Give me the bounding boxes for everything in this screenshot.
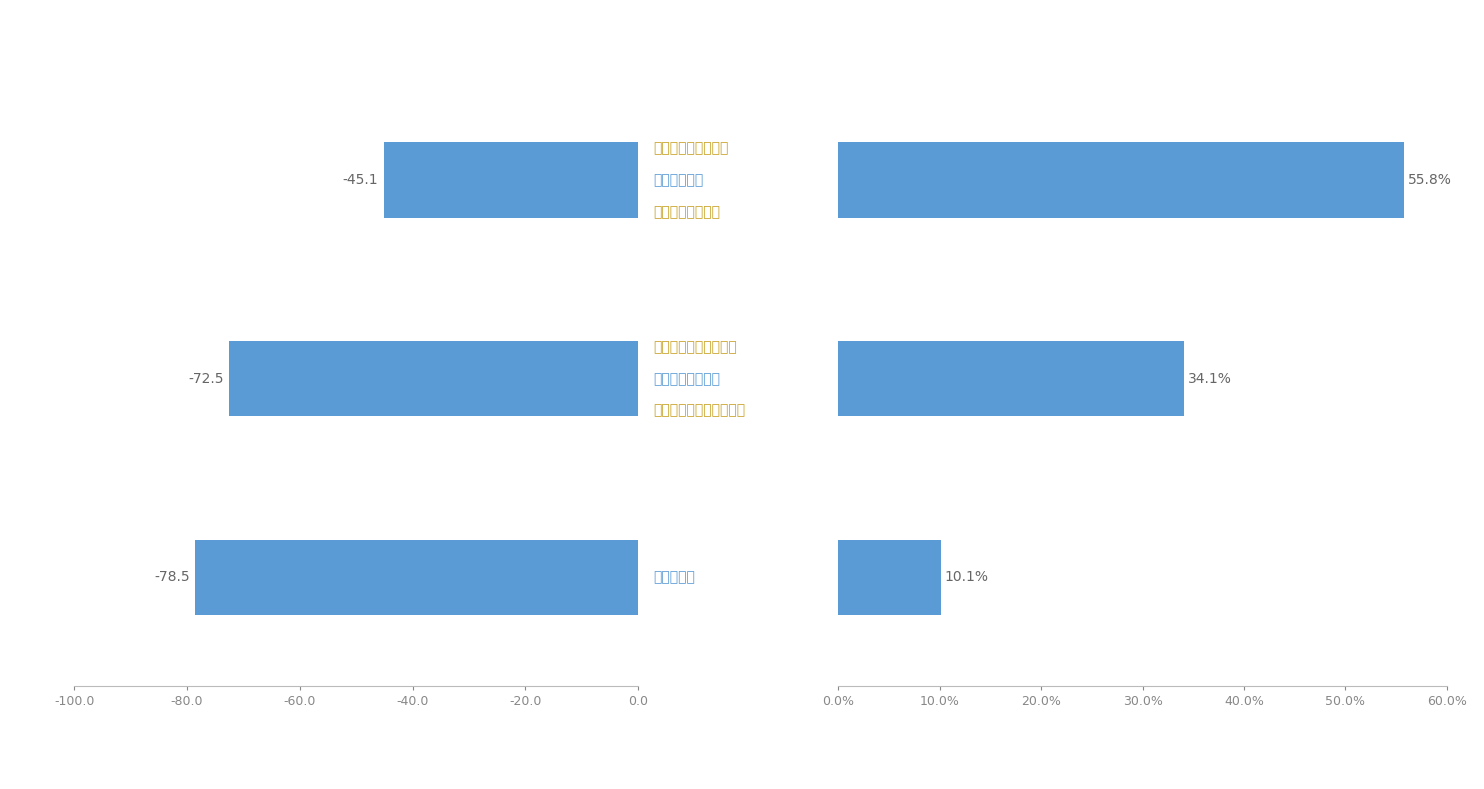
Text: 「そう思わない」: 「そう思わない」 (653, 372, 720, 386)
Bar (838, 341, 1184, 417)
Text: 55.8%: 55.8% (1408, 174, 1453, 187)
Text: 「全くそう思わない」: 「全くそう思わない」 (653, 340, 736, 354)
Text: 34.1%: 34.1% (1189, 372, 1232, 386)
Text: 「そう思う」: 「そう思う」 (653, 174, 703, 187)
Bar (196, 540, 638, 615)
Text: -45.1: -45.1 (343, 174, 378, 187)
Text: 10.1%: 10.1% (945, 570, 988, 584)
Bar (384, 143, 638, 218)
Text: 「あまりそう思わない」: 「あまりそう思わない」 (653, 403, 745, 417)
Text: 「非常にそう思う」: 「非常にそう思う」 (653, 141, 729, 155)
Text: -78.5: -78.5 (154, 570, 190, 584)
Text: 分からない: 分からない (653, 570, 695, 584)
Text: 「まあそう思う」: 「まあそう思う」 (653, 205, 720, 219)
Bar (230, 341, 638, 417)
Text: -72.5: -72.5 (188, 372, 224, 386)
Bar (838, 540, 941, 615)
Bar (838, 143, 1404, 218)
